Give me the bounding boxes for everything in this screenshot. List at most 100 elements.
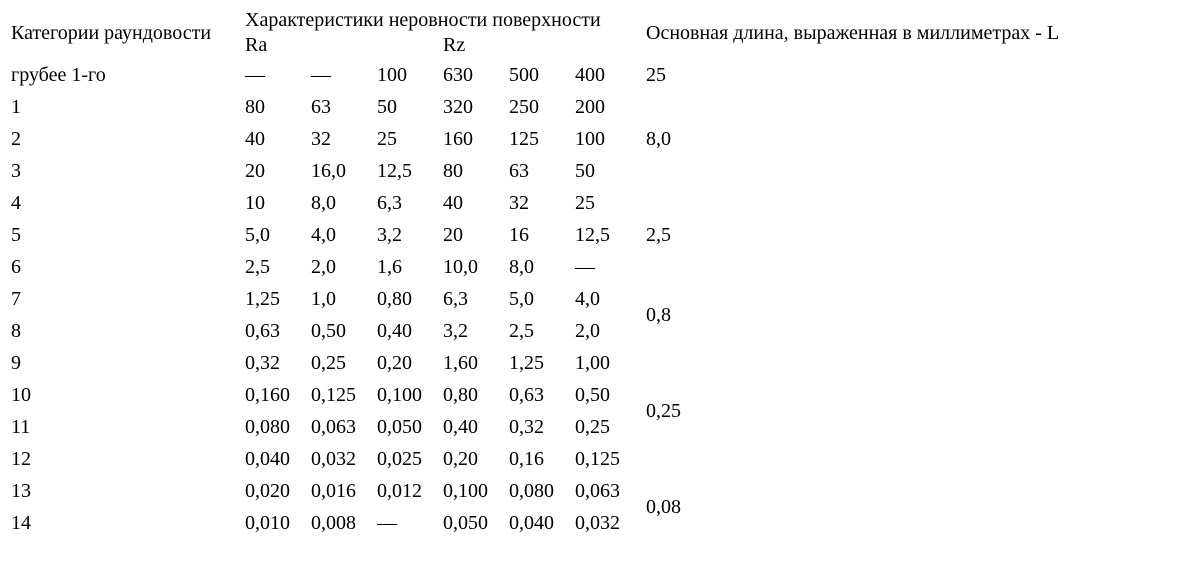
rz-value-cell: 0,25 (575, 416, 610, 438)
table-row: 2 40 32 25 160 125 100 (10, 124, 1060, 154)
table-row: 3 20 16,0 12,5 80 63 50 (10, 156, 1060, 186)
ra-value-cell: 0,20 (377, 352, 412, 374)
table-row: 14 0,010 0,008 — 0,050 0,040 0,032 (10, 508, 1060, 538)
ra-value-cell: 0,010 (245, 512, 290, 534)
table-row: грубее 1-го — — 100 630 500 400 25 (10, 60, 1060, 90)
rz-value-cell: 0,100 (443, 480, 488, 502)
category-cell: 6 (11, 256, 21, 278)
rz-value-cell: 20 (443, 224, 463, 246)
ra-value-cell: 10 (245, 192, 265, 214)
ra-value-cell: 0,025 (377, 448, 422, 470)
category-cell: 7 (11, 288, 21, 310)
ra-value-cell: 1,25 (245, 288, 280, 310)
rz-value-cell: 32 (509, 192, 529, 214)
rz-value-cell: 250 (509, 96, 539, 118)
rz-value-cell: 63 (509, 160, 529, 182)
ra-value-cell: 20 (245, 160, 265, 182)
table-row: 1 80 63 50 320 250 200 8,0 (10, 92, 1060, 150)
table-row: 12 0,040 0,032 0,025 0,20 0,16 0,125 (10, 444, 1060, 474)
table-row: 8 0,63 0,50 0,40 3,2 2,5 2,0 (10, 316, 1060, 346)
ra-value-cell: 4,0 (311, 224, 336, 246)
rz-value-cell: 40 (443, 192, 463, 214)
table-header: Категории раундовости Характеристики нер… (10, 8, 1060, 58)
rz-value-cell: 0,16 (509, 448, 544, 470)
base-length-cell: 8,0 (646, 127, 671, 150)
table-row: 4 10 8,0 6,3 40 32 25 2,5 (10, 188, 1060, 246)
ra-value-cell: 0,40 (377, 320, 412, 342)
rz-value-cell: 125 (509, 128, 539, 150)
rz-value-cell: 630 (443, 64, 473, 86)
table-row: 6 2,5 2,0 1,6 10,0 8,0 — (10, 252, 1060, 282)
rz-value-cell: 10,0 (443, 256, 478, 278)
rz-value-cell: 1,60 (443, 352, 478, 374)
table-row: 10 0,160 0,125 0,100 0,80 0,63 0,50 (10, 380, 1060, 410)
ra-value-cell: 8,0 (311, 192, 336, 214)
ra-value-cell: 12,5 (377, 160, 412, 182)
table-row: 13 0,020 0,016 0,012 0,100 0,080 0,063 0,08 (10, 476, 1060, 518)
ra-value-cell: 0,100 (377, 384, 422, 406)
base-length-cell: 2,5 (646, 223, 671, 246)
ra-value-cell: 0,63 (245, 320, 280, 342)
base-length-cell: 25 (646, 63, 666, 86)
rz-value-cell: 200 (575, 96, 605, 118)
ra-value-cell: 6,3 (377, 192, 402, 214)
ra-value-cell: 0,020 (245, 480, 290, 502)
ra-value-cell: 63 (311, 96, 331, 118)
ra-value-cell: 0,160 (245, 384, 290, 406)
ra-value-cell: 1,0 (311, 288, 336, 310)
header-row-top: Категории раундовости Характеристики нер… (10, 8, 1060, 44)
table-row: 9 0,32 0,25 0,20 1,60 1,25 1,00 0,25 (10, 348, 1060, 422)
ra-value-cell: 0,008 (311, 512, 356, 534)
category-cell: 2 (11, 128, 21, 150)
category-cell: 12 (11, 448, 31, 470)
ra-value-cell: 0,32 (245, 352, 280, 374)
header-ra: Ra (245, 34, 268, 56)
ra-value-cell: — (245, 64, 265, 86)
ra-value-cell: 0,040 (245, 448, 290, 470)
ra-value-cell: 3,2 (377, 224, 402, 246)
rz-value-cell: 0,50 (575, 384, 610, 406)
rz-value-cell: 2,0 (575, 320, 600, 342)
rz-value-cell: 2,5 (509, 320, 534, 342)
rz-value-cell: 0,125 (575, 448, 620, 470)
rz-value-cell: 0,050 (443, 512, 488, 534)
ra-value-cell: 0,050 (377, 416, 422, 438)
rz-value-cell: 0,63 (509, 384, 544, 406)
ra-value-cell: 2,5 (245, 256, 270, 278)
rz-value-cell: 0,032 (575, 512, 620, 534)
header-row-sub: Ra Rz (10, 34, 1060, 58)
table-row: 5 5,0 4,0 3,2 20 16 12,5 (10, 220, 1060, 250)
ra-value-cell: 0,125 (311, 384, 356, 406)
rz-value-cell: 3,2 (443, 320, 468, 342)
ra-value-cell: 100 (377, 64, 407, 86)
rz-value-cell: 50 (575, 160, 595, 182)
document-page: Категории раундовости Характеристики нер… (8, 6, 1062, 540)
rz-value-cell: 16 (509, 224, 529, 246)
rz-value-cell: 0,40 (443, 416, 478, 438)
category-cell: 1 (11, 96, 21, 118)
base-length-cell: 0,8 (646, 303, 671, 326)
category-cell: 13 (11, 480, 31, 502)
ra-value-cell: 5,0 (245, 224, 270, 246)
rz-value-cell: 25 (575, 192, 595, 214)
ra-value-cell: 1,6 (377, 256, 402, 278)
table-row: 7 1,25 1,0 0,80 6,3 5,0 4,0 0,8 (10, 284, 1060, 326)
category-cell: 9 (11, 352, 21, 374)
category-cell: 11 (11, 416, 31, 438)
header-base-length: Основная длина, выраженная в миллиметрах… (646, 21, 1060, 44)
rz-value-cell: 80 (443, 160, 463, 182)
rz-value-cell: 0,080 (509, 480, 554, 502)
rz-value-cell: 100 (575, 128, 605, 150)
rz-value-cell: 8,0 (509, 256, 534, 278)
rz-value-cell: 0,063 (575, 480, 620, 502)
category-cell: грубее 1-го (11, 64, 106, 86)
ra-value-cell: 2,0 (311, 256, 336, 278)
rz-value-cell: 0,20 (443, 448, 478, 470)
rz-value-cell: 0,80 (443, 384, 478, 406)
ra-value-cell: 0,25 (311, 352, 346, 374)
rz-value-cell: 6,3 (443, 288, 468, 310)
ra-value-cell: — (311, 64, 331, 86)
ra-value-cell: 50 (377, 96, 397, 118)
rz-value-cell: — (575, 256, 595, 278)
base-length-cell: 0,25 (646, 399, 681, 422)
